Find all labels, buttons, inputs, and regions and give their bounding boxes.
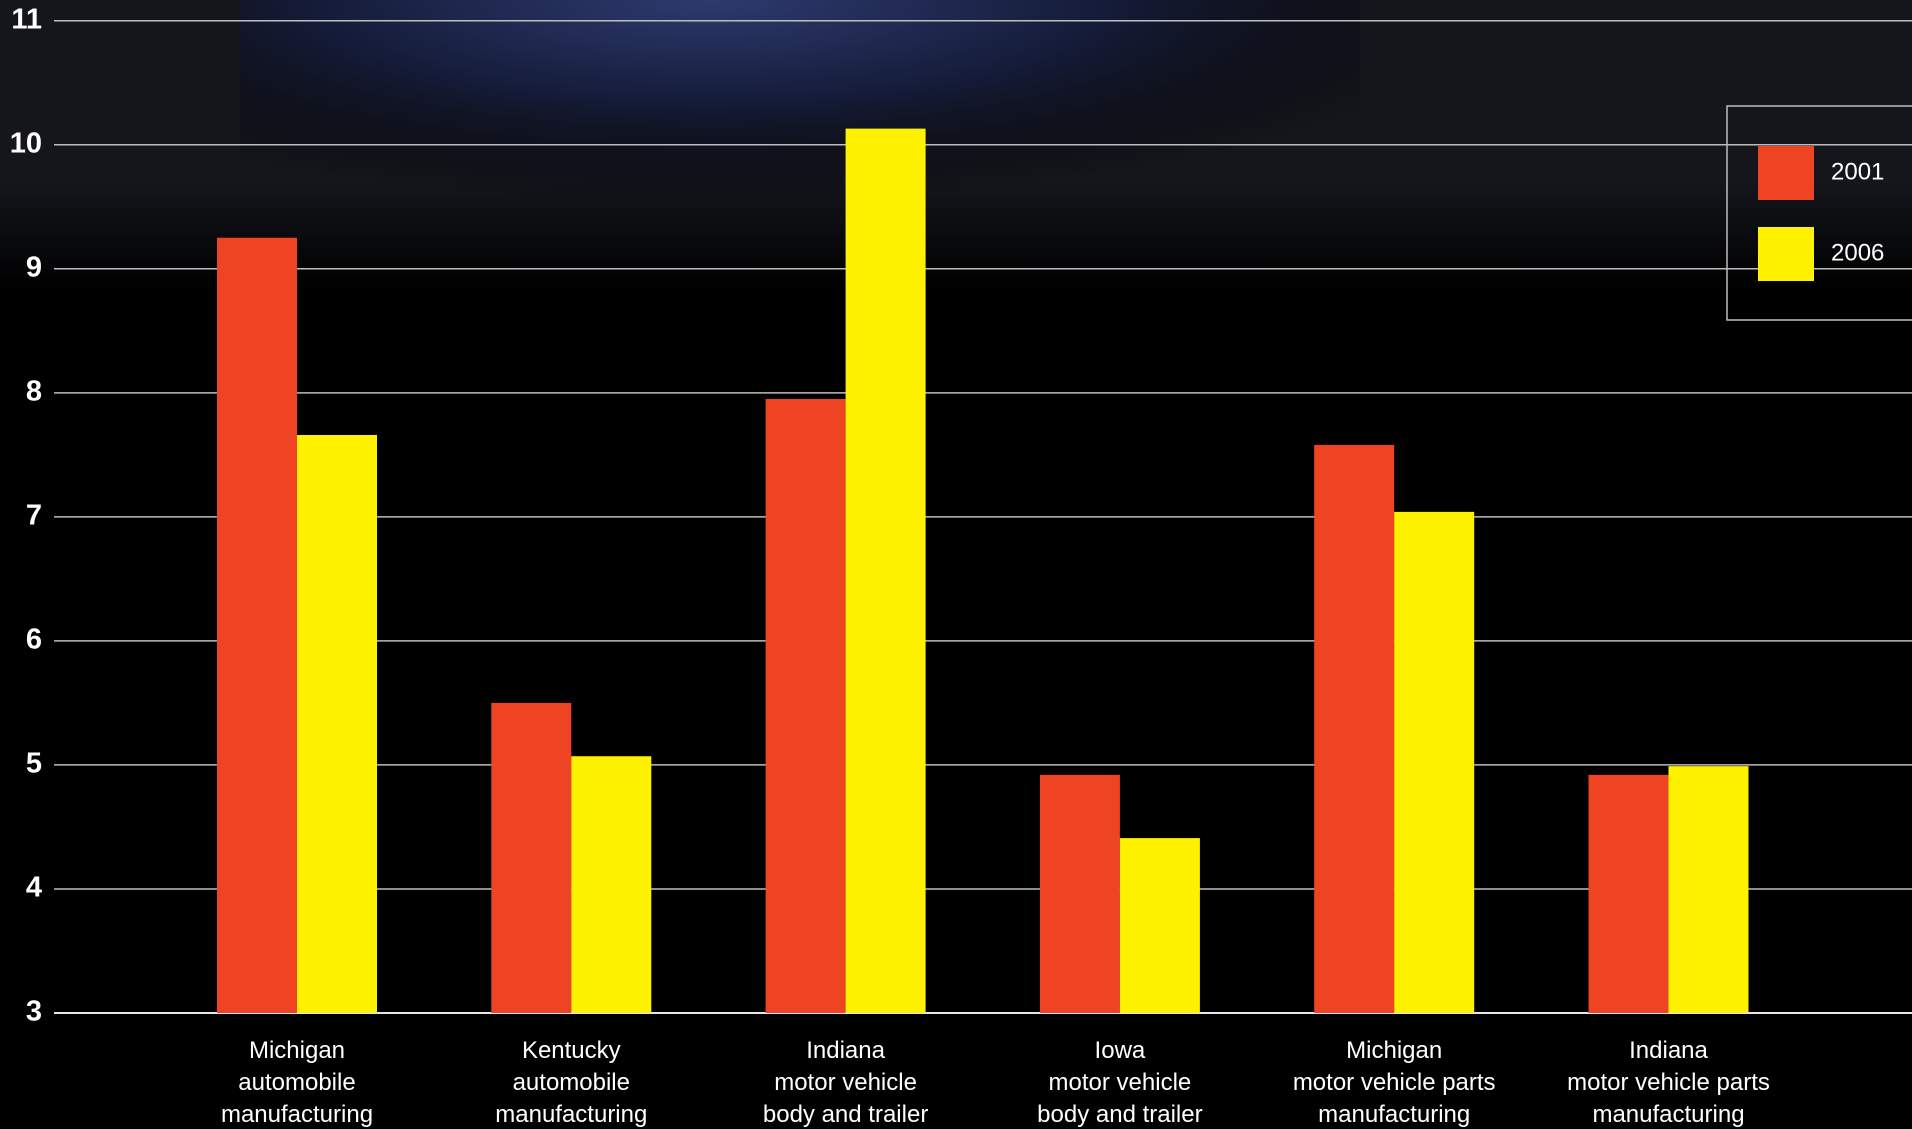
legend-label: 2006 [1831,239,1884,266]
x-tick-label: Indiana motor vehicle parts manufacturing [1567,1037,1770,1128]
bar [765,399,846,1013]
x-tick-label-line: motor vehicle [774,1069,917,1096]
x-tick-label-line: manufacturing [1592,1101,1744,1128]
x-tick-label: Iowa motor vehicle body and trailer [1037,1037,1202,1128]
bar [1039,774,1120,1013]
legend-box [1726,105,1912,321]
x-tick-label-line: Indiana [806,1037,885,1064]
x-tick-label: Michigan motor vehicle parts manufacturing [1293,1037,1496,1128]
bar [297,434,377,1014]
y-tick-label: 6 [26,624,42,656]
bar [491,702,572,1013]
y-tick-label: 9 [26,251,42,283]
x-tick-label-line: manufacturing [495,1101,647,1128]
bar [1394,511,1475,1013]
x-tick-label-line: manufacturing [1318,1101,1470,1128]
x-tick-label-line: body and trailer [1037,1101,1202,1128]
bar [571,756,652,1013]
x-tick-label-line: Indiana [1629,1037,1708,1064]
legend-label: 2001 [1831,158,1884,185]
bar [1668,766,1749,1013]
bar [1588,774,1669,1013]
x-tick-label-line: automobile [513,1069,630,1096]
bar [1119,838,1200,1013]
y-tick-label: 5 [26,748,42,780]
y-tick-label: 8 [26,375,42,407]
x-tick-label: Indiana motor vehicle body and trailer [763,1037,928,1128]
legend-swatch [1758,146,1814,200]
y-tick-label: 3 [26,996,42,1028]
bar [1314,444,1395,1013]
bar [845,128,926,1014]
y-tick-label: 7 [26,500,42,532]
x-tick-label-line: motor vehicle parts [1567,1069,1770,1096]
x-tick-label-line: motor vehicle [1049,1069,1192,1096]
x-tick-label-line: manufacturing [221,1101,373,1128]
x-tick-label: Kentucky automobile manufacturing [495,1037,647,1128]
background-fade [0,180,1912,290]
x-tick-label-line: body and trailer [763,1101,928,1128]
x-tick-label: Michigan automobile manufacturing [221,1037,373,1128]
x-tick-label-line: motor vehicle parts [1293,1069,1496,1096]
legend-swatch [1758,227,1814,281]
bar [217,237,297,1013]
y-tick-label: 11 [11,3,42,35]
y-tick-label: 4 [26,872,42,904]
y-tick-label: 10 [10,127,42,159]
x-tick-label-line: Kentucky [522,1037,621,1064]
x-tick-label-line: Iowa [1095,1037,1146,1064]
x-tick-label-line: Michigan [1346,1037,1442,1064]
x-tick-label-line: Michigan [249,1037,345,1064]
x-tick-label-line: automobile [238,1069,355,1096]
